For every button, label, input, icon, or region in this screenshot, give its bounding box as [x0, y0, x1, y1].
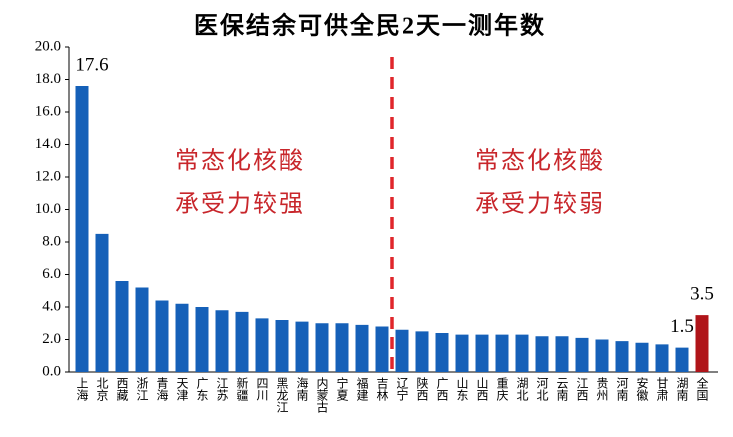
value-label: 17.6 [75, 54, 108, 75]
bar [335, 323, 349, 372]
bar [635, 342, 649, 372]
bar [295, 321, 309, 372]
bar [95, 233, 109, 372]
y-tick-label: 16.0 [35, 103, 61, 119]
bar [155, 300, 169, 372]
y-tick-label: 0.0 [42, 363, 61, 379]
y-tick-label: 18.0 [35, 71, 61, 87]
y-tick-label: 8.0 [42, 233, 61, 249]
x-tick-label: 浙江 [135, 377, 149, 401]
bar [595, 339, 609, 372]
x-tick-label: 上海 [75, 377, 89, 401]
x-tick-label: 新疆 [235, 376, 249, 401]
bar [575, 337, 589, 372]
y-tick-label: 10.0 [35, 201, 61, 217]
chart-title: 医保结余可供全民2天一测年数 [194, 12, 546, 40]
y-tick-label: 4.0 [42, 298, 61, 314]
x-tick-label: 四川 [255, 377, 269, 401]
bar [455, 334, 469, 372]
x-tick-label: 重庆 [495, 377, 509, 401]
x-tick-label: 湖北 [515, 376, 529, 402]
x-tick-label: 湖南 [675, 376, 689, 401]
annotation: 常态化核酸 [175, 148, 305, 175]
bar [235, 311, 249, 372]
x-tick-label: 山东 [455, 377, 469, 401]
y-tick-label: 2.0 [42, 331, 61, 347]
x-tick-label: 河南 [615, 377, 629, 401]
bar [315, 323, 329, 372]
x-tick-label: 贵州 [595, 377, 609, 401]
x-tick-label: 河北 [535, 377, 549, 402]
x-tick-label: 云南 [555, 377, 569, 401]
y-tick-label: 20.0 [35, 38, 61, 54]
bar [75, 86, 89, 372]
bar [395, 329, 409, 372]
x-tick-label: 广东 [195, 377, 209, 401]
bar [175, 303, 189, 372]
x-tick-label: 陕西 [415, 376, 429, 401]
bar [255, 318, 269, 372]
x-tick-label: 全国 [695, 376, 709, 401]
bar [275, 320, 289, 372]
x-tick-label: 江苏 [215, 377, 229, 401]
x-tick-label: 福建 [355, 376, 369, 402]
annotation: 承受力较弱 [475, 191, 605, 218]
bar [615, 341, 629, 372]
bar [215, 310, 229, 372]
bar [195, 307, 209, 372]
x-tick-label: 内蒙古 [315, 377, 329, 413]
x-tick-label: 广西 [435, 377, 449, 401]
x-tick-label: 天津 [175, 377, 189, 401]
x-tick-label: 青海 [155, 377, 169, 401]
bar [375, 326, 389, 372]
x-tick-label: 山西 [475, 377, 489, 401]
bar [115, 281, 129, 372]
y-tick-label: 6.0 [42, 266, 61, 282]
x-tick-label: 海南 [295, 376, 309, 401]
x-tick-label: 北京 [95, 377, 109, 402]
x-tick-label: 安徽 [635, 376, 649, 401]
annotation: 常态化核酸 [475, 148, 605, 175]
x-tick-label: 宁夏 [335, 376, 349, 401]
bar [435, 333, 449, 372]
x-tick-label: 黑龙江 [275, 377, 289, 413]
bar [415, 331, 429, 372]
bar [675, 347, 689, 372]
bar [355, 324, 369, 372]
x-tick-label: 甘肃 [655, 377, 669, 402]
bar [535, 336, 549, 372]
y-tick-label: 14.0 [35, 136, 61, 152]
value-label: 3.5 [690, 283, 714, 304]
x-tick-label: 江西 [575, 377, 589, 401]
x-tick-label: 吉林 [375, 377, 389, 401]
value-label: 1.5 [670, 316, 694, 337]
x-tick-label: 辽宁 [395, 377, 409, 401]
bar [515, 334, 529, 372]
bar [695, 315, 709, 372]
x-tick-label: 西藏 [115, 377, 129, 402]
bar [655, 344, 669, 372]
bar [495, 334, 509, 372]
bar [475, 334, 489, 372]
y-tick-label: 12.0 [35, 168, 61, 184]
bar [135, 287, 149, 372]
annotation: 承受力较强 [175, 191, 305, 218]
bar [555, 336, 569, 372]
